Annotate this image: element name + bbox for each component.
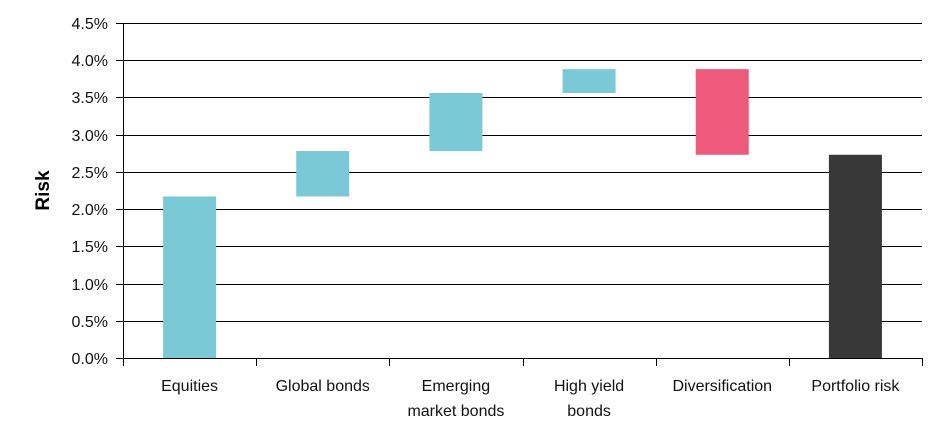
y-tick-label: 3.5% [72, 90, 108, 107]
x-category-label: Portfolio risk [811, 378, 900, 395]
gridlines [123, 23, 922, 322]
y-tick-label: 4.0% [72, 53, 108, 70]
labels: 0.0% 0.5% 1.0% 1.5% 2.0% 2.5% 3.0% 3.5% 4.0% 4.5%… [72, 16, 901, 420]
y-tick-label: 2.5% [72, 165, 108, 182]
x-category-label: Equities [161, 378, 218, 395]
y-tick-label: 3.0% [72, 128, 108, 145]
bar-6 [828, 154, 882, 358]
bars [163, 69, 882, 358]
y-axis-title: Risk [33, 170, 54, 211]
bar-2 [296, 151, 350, 197]
axes [116, 23, 923, 366]
y-tick-label: 1.5% [72, 239, 108, 256]
x-category-label: High yield bonds [554, 378, 624, 420]
y-tick-label: 1.0% [72, 277, 108, 294]
y-tick-label: 4.5% [72, 16, 108, 33]
bar-1 [163, 196, 217, 358]
x-category-label: Emerging market bonds [407, 378, 504, 420]
y-tick-label: 0.5% [72, 314, 108, 331]
y-tick-label: 0.0% [72, 351, 108, 368]
bar-5 [695, 69, 749, 155]
x-category-label: Global bonds [276, 378, 370, 395]
y-tick-label: 2.0% [72, 202, 108, 219]
bar-4 [562, 69, 616, 93]
bar-3 [429, 92, 483, 152]
x-category-label: Diversification [672, 378, 772, 395]
